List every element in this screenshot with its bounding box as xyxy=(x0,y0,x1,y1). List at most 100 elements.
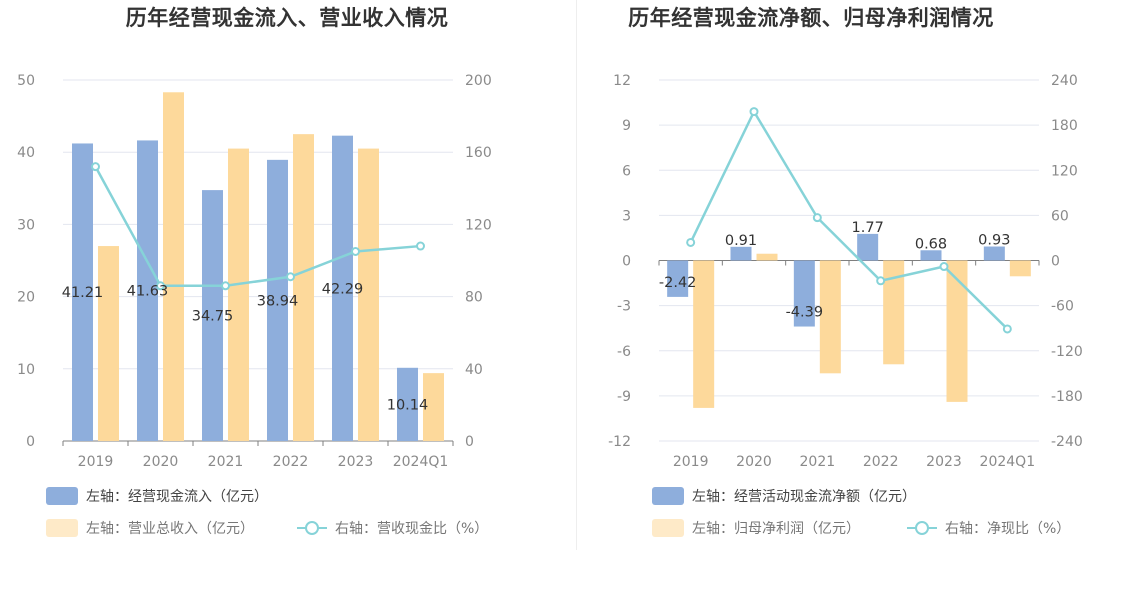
bar-primary xyxy=(397,367,418,441)
data-label: 0.93 xyxy=(978,233,1010,249)
line-point xyxy=(749,107,759,117)
y-left-tick-label: 0 xyxy=(622,254,631,270)
y-right-tick-label: 120 xyxy=(1051,163,1078,179)
y-right-tick-label: 0 xyxy=(1051,254,1060,270)
line-point xyxy=(91,162,100,172)
y-right-tick-label: -120 xyxy=(1051,344,1083,360)
data-label: 38.94 xyxy=(257,293,299,309)
y-left-tick-label: 12 xyxy=(613,73,631,89)
bar-secondary xyxy=(756,253,778,261)
y-left-tick-label: -6 xyxy=(617,344,631,360)
bar-primary xyxy=(72,143,93,441)
y-right-tick-label: 160 xyxy=(465,145,492,161)
legend-label: 右轴：净现比（%） xyxy=(945,521,1070,537)
x-tick-label: 2023 xyxy=(338,454,374,470)
bar-primary xyxy=(920,250,942,261)
y-left-tick-label: 9 xyxy=(622,118,631,134)
y-right-tick-label: 240 xyxy=(1051,73,1078,89)
y-right-tick-label: 200 xyxy=(465,73,492,89)
y-left-tick-label: -12 xyxy=(608,434,631,450)
x-tick-label: 2020 xyxy=(736,454,772,470)
bar-secondary xyxy=(1009,260,1031,277)
y-left-tick-label: 40 xyxy=(17,145,35,161)
chart-netcash-profit: -12 -9 -6 -3 0 3 6 9 12 -240 -180 -120 -60 0 60 120 180 2… xyxy=(608,73,1083,537)
x-tick-label: 2024Q1 xyxy=(393,454,449,470)
bar-primary xyxy=(983,246,1005,261)
legend-label: 左轴：归母净利润（亿元） xyxy=(692,520,860,537)
bar-primary xyxy=(730,246,752,261)
y-right-tick-label: 80 xyxy=(465,290,483,306)
legend-label: 左轴：经营活动现金流净额（亿元） xyxy=(692,489,916,505)
x-tick-label: 2024Q1 xyxy=(980,454,1036,470)
chart-cashflow-revenue: 0 10 20 30 40 50 0 40 80 120 160 200 2019 2020 2021 202… xyxy=(17,73,492,537)
legend-label: 右轴：营收现金比（%） xyxy=(335,521,488,537)
y-left-tick-label: 30 xyxy=(17,217,35,233)
chart-panel-cashflow-revenue: 历年经营现金流入、营业收入情况 0 10 20 30 40 50 0 40 80 120 160 20… xyxy=(0,0,574,560)
data-label: 41.21 xyxy=(62,285,104,301)
data-label: 1.77 xyxy=(852,220,884,236)
x-tick-label: 2020 xyxy=(143,454,179,470)
y-right-tick-label: 40 xyxy=(465,362,483,378)
data-label: 41.63 xyxy=(127,284,169,300)
bar-secondary xyxy=(98,246,119,441)
bar-primary xyxy=(267,159,288,441)
x-tick-label: 2022 xyxy=(273,454,309,470)
x-tick-label: 2019 xyxy=(78,454,114,470)
legend-swatch xyxy=(46,519,78,537)
data-label: 0.91 xyxy=(725,233,757,249)
line-series xyxy=(94,166,421,288)
panel-divider xyxy=(576,0,577,550)
y-left-tick-label: 3 xyxy=(622,208,631,224)
legend-marker xyxy=(305,521,319,535)
bar-secondary xyxy=(423,373,444,441)
line-point xyxy=(156,281,165,291)
chart-title: 历年经营现金流净额、归母净利润情况 xyxy=(628,6,994,30)
bar-primary xyxy=(793,260,815,327)
data-label: 10.14 xyxy=(387,397,429,413)
y-right-tick-label: 60 xyxy=(1051,208,1069,224)
line-point xyxy=(351,246,360,256)
bar-secondary xyxy=(819,260,841,374)
line-point xyxy=(221,281,230,291)
x-tick-label: 2022 xyxy=(863,454,899,470)
x-tick-label: 2021 xyxy=(800,454,836,470)
chart-panel-netcash-profit: 历年经营现金流净额、归母净利润情况 -12 -9 -6 -3 0 3 6 9 12 -240 -18… xyxy=(574,0,1148,560)
bar-primary xyxy=(137,140,158,441)
data-label: 42.29 xyxy=(322,281,364,297)
legend-label: 左轴：经营现金流入（亿元） xyxy=(86,489,268,505)
legend-swatch xyxy=(652,519,684,537)
y-right-tick-label: -180 xyxy=(1051,389,1083,405)
line-series xyxy=(689,108,1009,330)
line-point xyxy=(286,272,295,282)
legend-marker xyxy=(915,521,929,535)
y-right-tick-label: 0 xyxy=(465,434,474,450)
y-left-tick-label: 6 xyxy=(622,163,631,179)
bar-secondary xyxy=(228,148,249,441)
y-right-tick-label: -60 xyxy=(1051,299,1074,315)
data-label: 34.75 xyxy=(192,309,234,325)
data-label: -2.42 xyxy=(659,275,697,291)
bar-primary xyxy=(332,135,353,441)
data-label: -4.39 xyxy=(786,305,824,321)
y-right-tick-label: -240 xyxy=(1051,434,1083,450)
bar-secondary xyxy=(163,92,184,442)
line-point xyxy=(939,262,949,272)
line-point xyxy=(876,276,886,286)
y-left-tick-label: 10 xyxy=(17,362,35,378)
y-left-tick-label: -3 xyxy=(617,299,631,315)
bar-secondary xyxy=(883,260,905,365)
bar-primary xyxy=(667,260,689,297)
data-label: 0.68 xyxy=(915,236,947,252)
line-point xyxy=(686,237,696,247)
legend-label: 左轴：营业总收入（亿元） xyxy=(86,521,254,537)
y-left-tick-label: 20 xyxy=(17,290,35,306)
bar-primary xyxy=(857,233,879,261)
x-tick-label: 2019 xyxy=(673,454,709,470)
bar-secondary xyxy=(946,260,968,402)
bar-secondary xyxy=(693,260,715,408)
bar-primary xyxy=(202,190,223,441)
legend-swatch xyxy=(652,487,684,505)
y-left-tick-label: -9 xyxy=(617,389,631,405)
bar-secondary xyxy=(358,148,379,441)
line-point xyxy=(416,241,425,251)
